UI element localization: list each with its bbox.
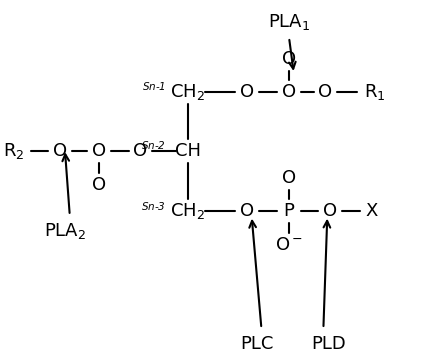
- Text: CH$_2$: CH$_2$: [170, 82, 205, 102]
- Text: $Sn$-3: $Sn$-3: [141, 200, 166, 212]
- Text: O: O: [240, 202, 254, 220]
- Text: R$_2$: R$_2$: [3, 141, 24, 161]
- Text: O$^-$: O$^-$: [275, 236, 303, 253]
- Text: $Sn$-1: $Sn$-1: [142, 80, 166, 92]
- Text: X: X: [366, 202, 378, 220]
- Text: PLA$_1$: PLA$_1$: [268, 12, 310, 32]
- Text: O: O: [92, 176, 106, 194]
- Text: $Sn$-2: $Sn$-2: [141, 139, 166, 151]
- Text: P: P: [284, 202, 294, 220]
- Text: R$_1$: R$_1$: [364, 82, 385, 102]
- Text: O: O: [53, 142, 67, 160]
- Text: PLD: PLD: [311, 335, 345, 353]
- Text: CH$_2$: CH$_2$: [170, 201, 205, 221]
- Text: PLA$_2$: PLA$_2$: [44, 221, 86, 241]
- Text: O: O: [133, 142, 148, 160]
- Text: O: O: [323, 202, 337, 220]
- Text: CH: CH: [175, 142, 201, 160]
- Text: O: O: [282, 169, 296, 187]
- Text: PLC: PLC: [240, 335, 273, 353]
- Text: O: O: [282, 50, 296, 68]
- Text: O: O: [92, 142, 106, 160]
- Text: O: O: [318, 83, 332, 101]
- Text: O: O: [240, 83, 254, 101]
- Text: O: O: [282, 83, 296, 101]
